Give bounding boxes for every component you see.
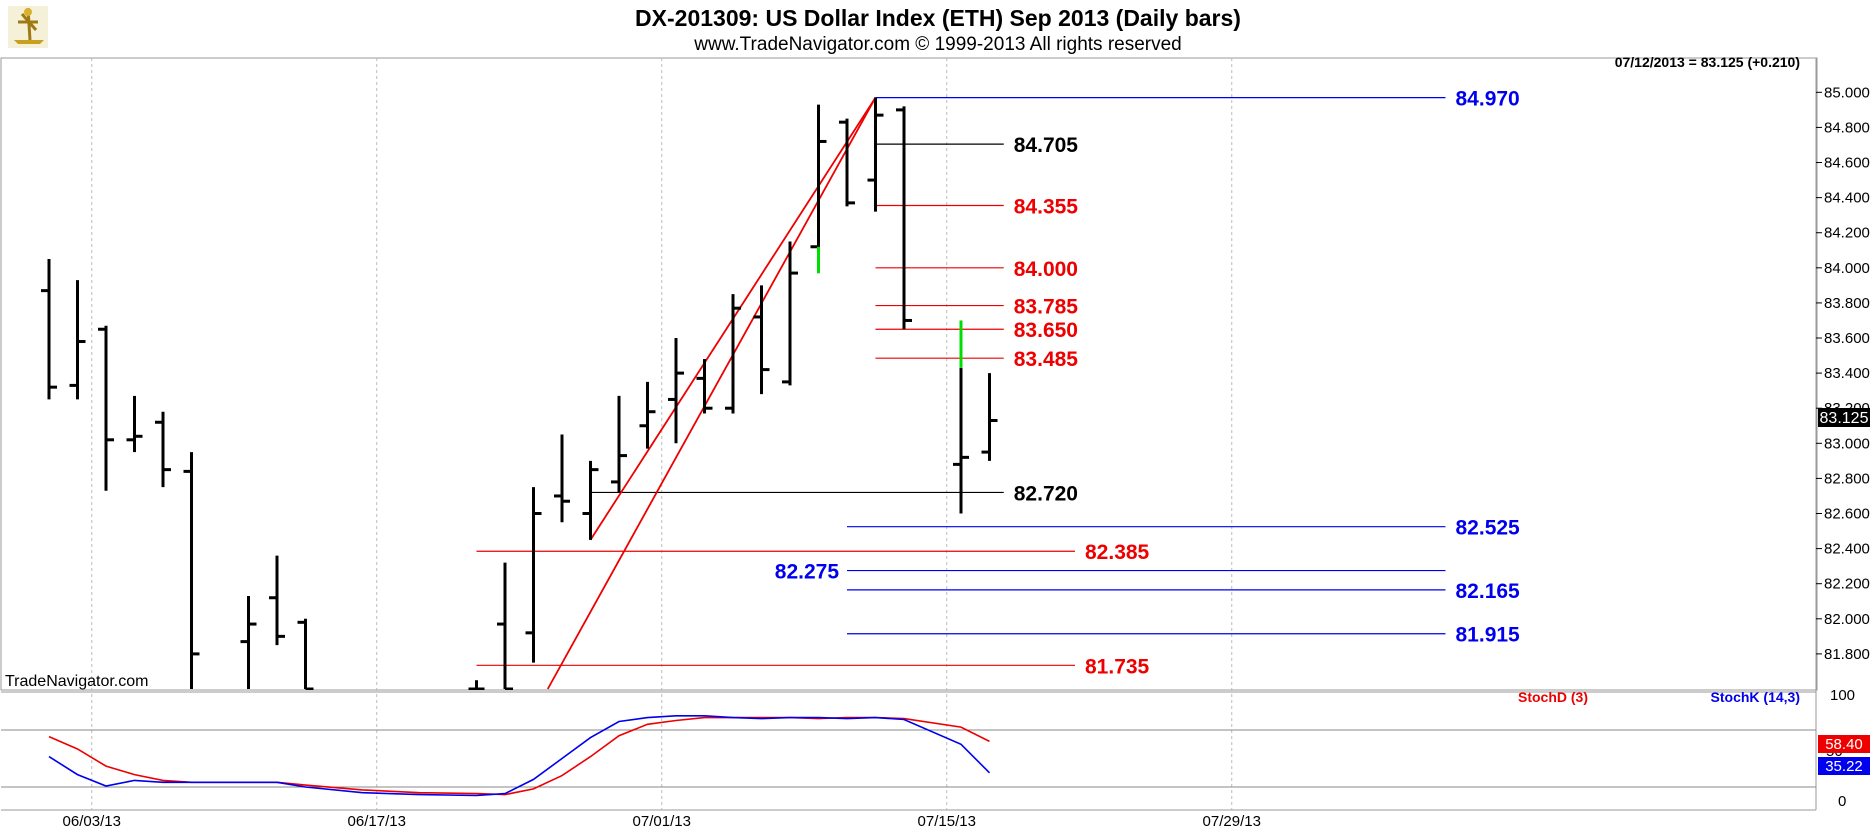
ohlc-bar: [240, 595, 257, 689]
header: DX-201309: US Dollar Index (ETH) Sep 201…: [0, 0, 1876, 58]
logo-icon: [8, 6, 48, 48]
chart-frame: [0, 57, 1818, 691]
ohlc-bar: [668, 338, 684, 444]
last-price-label: 83.125: [1820, 410, 1869, 427]
legend-stochd: StochD (3): [1518, 689, 1588, 705]
stoch-series: [48, 714, 991, 797]
stoch-reference-lines: [1, 729, 1816, 788]
chart-title: DX-201309: US Dollar Index (ETH) Sep 201…: [635, 5, 1241, 31]
date-tick-label: 06/17/13: [348, 813, 406, 828]
level-label: 82.275: [775, 561, 840, 584]
ohlc-bar: [582, 460, 599, 540]
level-label: 84.970: [1456, 88, 1520, 111]
ohlc-bar: [981, 373, 998, 461]
price-tick-label: 82.600: [1824, 506, 1870, 523]
level-label: 82.720: [1014, 482, 1078, 505]
ohlc-bar: [839, 118, 855, 207]
stoch-legend: StochD (3) StochK (14,3): [1518, 689, 1800, 705]
price-axis: 85.000 84.800 84.600 84.400 84.200 84.000 83.8…: [1816, 84, 1870, 663]
level-label: 82.385: [1085, 541, 1150, 564]
stochk-last-value: 35.22: [1825, 758, 1863, 775]
price-tick-label: 84.400: [1824, 190, 1870, 207]
date-tick-label: 06/03/13: [63, 813, 121, 828]
level-label: 82.525: [1456, 517, 1521, 540]
ohlc-bar: [639, 381, 656, 449]
ohlc-bar: [525, 487, 542, 663]
ohlc-bar: [155, 411, 171, 488]
level-label: 81.735: [1085, 655, 1150, 678]
date-axis: 06/03/13 06/17/13 07/01/13 07/15/13 07/29/13: [63, 813, 1261, 828]
price-bars: [41, 97, 998, 690]
ohlc-bar: [69, 280, 86, 400]
price-tick-label: 85.000: [1824, 84, 1870, 101]
ohlc-bar: [98, 325, 114, 491]
ohlc-bar: [867, 97, 884, 212]
ohlc-bar: [126, 395, 143, 453]
ohlc-bar: [753, 285, 770, 395]
level-label: 81.915: [1456, 624, 1521, 647]
vertical-grid: [91, 58, 1233, 810]
last-price-box: 83.125: [1818, 408, 1870, 427]
price-tick-label: 82.000: [1824, 611, 1870, 628]
price-tick-label: 82.200: [1824, 576, 1870, 593]
ohlc-bar: [896, 106, 912, 330]
level-label: 84.705: [1014, 134, 1079, 157]
ohlc-bar: [468, 680, 485, 690]
ohlc-bar: [41, 259, 57, 400]
price-tick-label: 83.800: [1824, 295, 1870, 312]
price-tick-label: 84.800: [1824, 119, 1870, 136]
level-label: 83.650: [1014, 319, 1078, 342]
trendline: [546, 97, 877, 690]
price-tick-label: 82.400: [1824, 541, 1870, 558]
ohlc-bar: [183, 452, 200, 689]
price-tick-label: 81.800: [1824, 646, 1870, 663]
ohlc-bar: [782, 241, 798, 386]
date-tick-label: 07/01/13: [633, 813, 691, 828]
level-label: 84.355: [1014, 196, 1079, 219]
level-label: 82.165: [1456, 580, 1521, 603]
date-tick-label: 07/29/13: [1203, 813, 1261, 828]
ohlc-bar: [725, 294, 741, 414]
stoch-line: [48, 714, 991, 797]
price-tick-label: 83.400: [1824, 365, 1870, 382]
level-label: 83.785: [1014, 296, 1079, 319]
price-tick-label: 84.200: [1824, 225, 1870, 242]
stochd-last-value: 58.40: [1825, 736, 1863, 753]
price-tick-label: 83.000: [1824, 435, 1870, 452]
stoch-tick-0: 0: [1838, 793, 1846, 810]
ohlc-bar: [497, 562, 513, 690]
ohlc-bar: [611, 395, 627, 493]
price-tick-label: 83.600: [1824, 330, 1870, 347]
level-label: 84.000: [1014, 258, 1078, 281]
ohlc-bar: [696, 359, 713, 414]
date-tick-label: 07/15/13: [918, 813, 976, 828]
ohlc-bar: [953, 367, 969, 514]
price-tick-label: 84.600: [1824, 155, 1870, 172]
chart-subtitle: www.TradeNavigator.com © 1999-2013 All r…: [693, 34, 1181, 55]
ohlc-bar: [297, 618, 314, 690]
ohlc-bar: [269, 555, 285, 646]
watermark: TradeNavigator.com: [5, 673, 148, 690]
price-tick-label: 84.000: [1824, 260, 1870, 277]
price-tick-label: 82.800: [1824, 470, 1870, 487]
trendlines: [546, 97, 877, 690]
legend-stochk: StochK (14,3): [1711, 689, 1800, 705]
stoch-axis: 100 0 50 58.40 35.22: [1818, 687, 1870, 810]
level-label: 83.485: [1014, 348, 1079, 371]
ohlc-bar: [554, 434, 570, 523]
stoch-tick-100: 100: [1830, 687, 1855, 704]
last-quote: 07/12/2013 = 83.125 (+0.210): [1615, 54, 1800, 70]
